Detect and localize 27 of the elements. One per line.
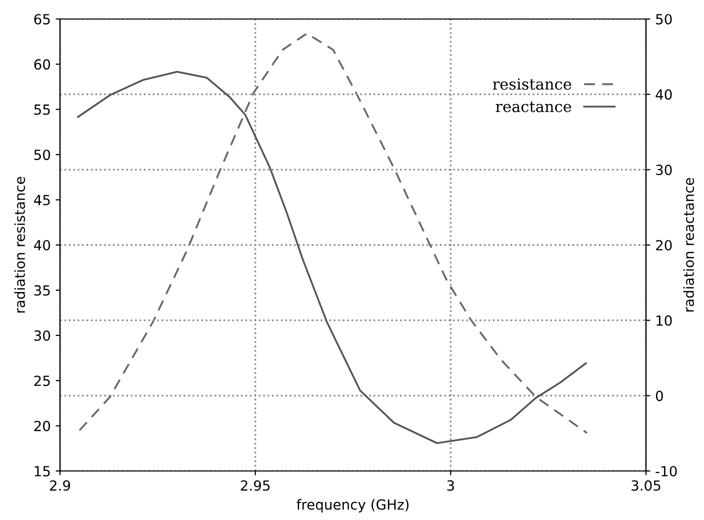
y-tick-label: 35 <box>34 285 50 296</box>
y-tick-label: 55 <box>34 104 50 115</box>
x-tick-label: 2.95 <box>240 480 270 491</box>
y2-axis-title: radiation reactance <box>683 178 694 312</box>
x-tick-label: 3.05 <box>632 480 660 491</box>
y-tick-label: 25 <box>34 376 50 386</box>
y2-tick-label: 40 <box>656 89 672 100</box>
y2-tick-label: 0 <box>656 390 663 402</box>
y2-tick-label: 30 <box>656 164 672 176</box>
y2-tick-label: 20 <box>656 240 672 250</box>
legend-label: resistance <box>492 78 572 90</box>
y2-tick-label: -10 <box>656 466 677 476</box>
y-tick-label: 45 <box>34 194 50 206</box>
y-axis-title: radiation resistance <box>14 176 26 313</box>
legend-label: reactance <box>496 102 572 112</box>
y-tick-label: 40 <box>34 240 50 250</box>
x-tick-label: 2.9 <box>50 480 70 491</box>
y-tick-label: 30 <box>34 330 50 341</box>
x-axis-title: frequency (GHz) <box>296 499 409 512</box>
y-tick-label: 20 <box>34 420 50 432</box>
y-tick-label: 15 <box>34 466 50 476</box>
y-tick-label: 50 <box>34 150 50 160</box>
y-tick-label: 65 <box>34 14 50 24</box>
y2-tick-label: 10 <box>656 315 672 326</box>
y2-tick-label: 50 <box>656 14 672 24</box>
x-tick-label: 3 <box>447 480 454 491</box>
y-tick-label: 60 <box>34 59 50 70</box>
